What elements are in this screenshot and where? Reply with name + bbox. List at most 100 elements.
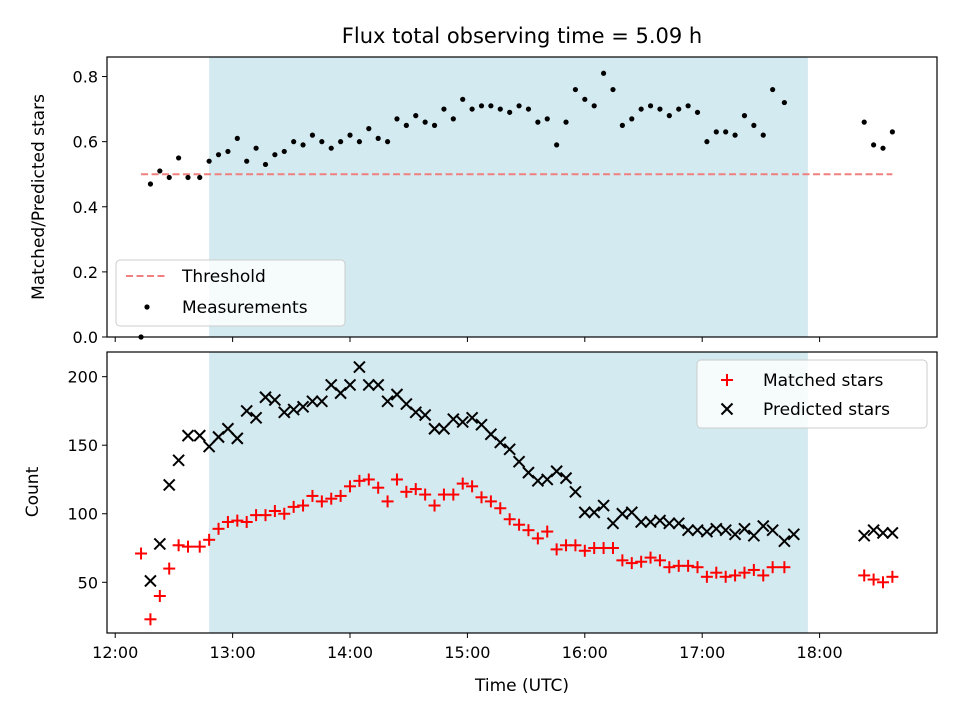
matched-star-point — [231, 514, 244, 527]
predicted-star-point — [268, 393, 282, 407]
measurement-point — [685, 103, 691, 109]
matched-star-point — [456, 477, 469, 490]
predicted-star-point — [371, 378, 385, 392]
count-axes-frame — [106, 351, 938, 634]
measurement-point — [403, 122, 409, 128]
measurement-point — [262, 161, 269, 168]
ratio-panel: 0.00.20.40.60.8 Matched/Predicted stars … — [29, 56, 938, 347]
predicted-star-point — [278, 406, 291, 419]
measurement-point — [582, 96, 588, 102]
measurement-point — [300, 142, 306, 148]
predicted-star-point — [240, 404, 253, 418]
measurement-point — [889, 129, 895, 135]
matched-star-point — [886, 570, 899, 583]
measurement-point — [781, 99, 787, 106]
measurement-point — [619, 122, 625, 128]
measurement-point — [610, 86, 616, 93]
matched-star-point — [606, 542, 619, 555]
predicted-star-point — [569, 485, 582, 499]
predicted-star-point — [296, 400, 310, 414]
matched-star-point — [334, 489, 347, 502]
matched-star-point — [447, 488, 460, 501]
predicted-star-point — [193, 429, 206, 442]
measurement-point — [366, 126, 372, 132]
predicted-star-point — [757, 519, 770, 533]
measurement-point — [469, 106, 475, 112]
measurement-point — [741, 113, 748, 119]
x-tick-label: 18:00 — [797, 643, 843, 662]
x-axis-label: Time (UTC) — [474, 676, 569, 696]
count-legend-box — [696, 359, 928, 429]
predicted-stars-points — [144, 360, 899, 588]
predicted-stars-legend-swatch — [720, 402, 734, 416]
matched-star-point — [144, 613, 157, 626]
predicted-star-point — [181, 429, 195, 442]
y-tick-label: 200 — [67, 368, 98, 387]
measurement-point — [176, 155, 182, 161]
matched-star-point — [625, 557, 638, 570]
measurement-point — [507, 109, 513, 115]
predicted-star-point — [475, 418, 488, 431]
matched-star-point — [541, 525, 554, 538]
matched-star-point — [268, 505, 281, 518]
matched-star-point — [409, 483, 422, 496]
measurement-point — [713, 129, 719, 135]
measurement-point — [751, 122, 757, 128]
predicted-star-point — [306, 395, 319, 408]
measurement-point — [450, 116, 456, 122]
measurement-point — [488, 103, 494, 109]
matched-star-point — [259, 509, 272, 522]
matched-star-point — [212, 522, 225, 535]
matched-star-point — [569, 539, 582, 552]
count-y-ticks: 50 100 150 200 — [67, 368, 107, 592]
measurements-legend-swatch — [144, 304, 150, 310]
predicted-star-point — [738, 522, 751, 536]
matched-star-point — [484, 495, 497, 508]
matched-star-point — [710, 566, 723, 579]
matched-star-point — [757, 569, 770, 582]
predicted-star-point — [512, 455, 526, 468]
measurement-point — [732, 132, 738, 138]
predicted-star-point — [858, 529, 871, 542]
measurement-point — [422, 119, 428, 125]
ratio-y-axis-label: Matched/Predicted stars — [29, 94, 49, 300]
matched-star-point — [578, 544, 591, 557]
predicted-star-point — [456, 415, 469, 429]
matched-stars-legend-marker — [721, 374, 733, 386]
matched-star-point — [315, 495, 328, 508]
predicted-star-point — [287, 403, 300, 416]
matched-star-point — [240, 515, 253, 528]
matched-star-point — [747, 563, 760, 576]
x-tick-label: 17:00 — [679, 643, 725, 662]
measurement-point — [147, 181, 154, 187]
measurement-point — [157, 168, 163, 174]
predicted-star-point — [494, 436, 507, 449]
y-tick-label: 0.4 — [73, 198, 98, 217]
matched-star-point — [344, 480, 357, 493]
measurement-point — [253, 145, 259, 151]
measurement-point — [460, 96, 466, 102]
matched-star-point — [193, 540, 206, 553]
predicted-star-point — [144, 574, 157, 588]
predicted-star-point — [315, 395, 329, 408]
x-tick-label: 15:00 — [444, 643, 490, 662]
predicted-stars-legend-marker — [720, 402, 734, 416]
predicted-star-point — [728, 528, 742, 541]
measurement-point — [234, 135, 240, 141]
matched-star-point — [719, 570, 732, 583]
matched-star-point — [163, 562, 176, 575]
predicted-star-point — [153, 537, 167, 551]
matched-star-point — [729, 569, 742, 582]
y-tick-label: 100 — [67, 505, 98, 524]
measurement-point — [861, 119, 867, 125]
matched-star-point — [153, 589, 166, 602]
predicted-star-point — [221, 422, 235, 435]
predicted-star-point — [634, 515, 648, 529]
measurement-point — [206, 158, 212, 164]
measurement-point — [525, 106, 532, 112]
measurement-point — [704, 139, 710, 145]
count-x-ticks: 12:00 13:00 14:00 15:00 16:00 17:00 18:00 — [92, 633, 843, 662]
x-tick-label: 12:00 — [92, 643, 138, 662]
predicted-star-point — [719, 523, 732, 537]
